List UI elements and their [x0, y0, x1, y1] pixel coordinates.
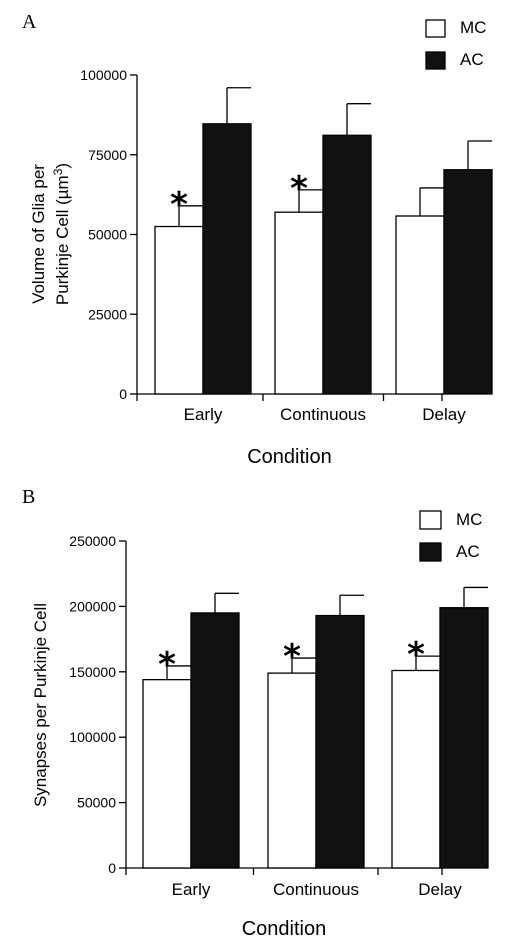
y-tick-label: 100000 — [80, 67, 127, 83]
y-tick-label: 100000 — [69, 729, 116, 745]
y-tick-label: 25000 — [88, 306, 127, 322]
y-axis-title-close: ) — [53, 163, 72, 169]
y-axis-title-superscript: 3 — [51, 168, 65, 175]
y-tick-label: 0 — [108, 860, 116, 876]
significance-star: * — [283, 637, 301, 677]
y-axis-title-text: Purkinje Cell (µm — [53, 175, 72, 305]
panel-letter: A — [22, 11, 37, 33]
y-tick-label: 250000 — [69, 533, 116, 549]
panel-letter: B — [22, 486, 35, 508]
significance-star: * — [158, 645, 176, 685]
y-tick-label: 50000 — [77, 795, 116, 811]
significance-star: * — [407, 635, 425, 675]
y-tick-label: 75000 — [88, 147, 127, 163]
x-category-label: Early — [184, 405, 223, 424]
legend-swatch-ac — [419, 542, 442, 562]
y-axis-title-line2: Purkinje Cell (µm3) — [51, 163, 72, 305]
chart-panel-b: B 0 50000 100000 150000 200000 250000 Early Cont… — [22, 486, 489, 940]
bar-mc — [154, 225, 204, 395]
legend-label-ac: AC — [460, 50, 484, 69]
significance-star: * — [290, 169, 308, 209]
x-axis-title: Condition — [242, 918, 327, 940]
x-category-label: Delay — [422, 405, 466, 424]
legend: MC AC — [425, 18, 486, 70]
x-category-label: Continuous — [273, 880, 359, 899]
bar-ac — [190, 612, 240, 869]
bar-ac — [315, 614, 365, 869]
legend-swatch-mc — [425, 19, 446, 38]
x-category-label: Continuous — [280, 405, 366, 424]
y-tick-label: 50000 — [88, 227, 127, 243]
y-axis-title-line1: Volume of Glia per — [29, 164, 48, 304]
chart-panel-a: A 0 25000 50000 75000 100000 Early Continuous De… — [22, 11, 493, 468]
legend-label-mc: MC — [460, 18, 486, 37]
legend-swatch-ac — [425, 51, 446, 70]
legend-label-ac: AC — [456, 542, 480, 561]
bar-ac — [202, 123, 252, 395]
y-axis-title: Synapses per Purkinje Cell — [31, 603, 50, 807]
x-category-label: Early — [172, 880, 211, 899]
y-tick-label: 150000 — [69, 664, 116, 680]
bar-ac — [443, 169, 493, 395]
x-category-label: Delay — [418, 880, 462, 899]
bar-mc — [267, 672, 317, 869]
bar-ac — [322, 134, 372, 395]
bar-mc — [391, 669, 441, 869]
bar-mc — [395, 215, 445, 395]
y-tick-label: 0 — [119, 386, 127, 402]
x-axis-title: Condition — [247, 446, 332, 468]
y-tick-label: 200000 — [69, 598, 116, 614]
legend-swatch-mc — [419, 510, 442, 530]
bar-mc — [142, 678, 192, 869]
bar-ac — [439, 607, 489, 869]
bar-mc — [274, 211, 324, 395]
legend: MC AC — [419, 510, 482, 562]
significance-star: * — [170, 185, 188, 225]
legend-label-mc: MC — [456, 510, 482, 529]
